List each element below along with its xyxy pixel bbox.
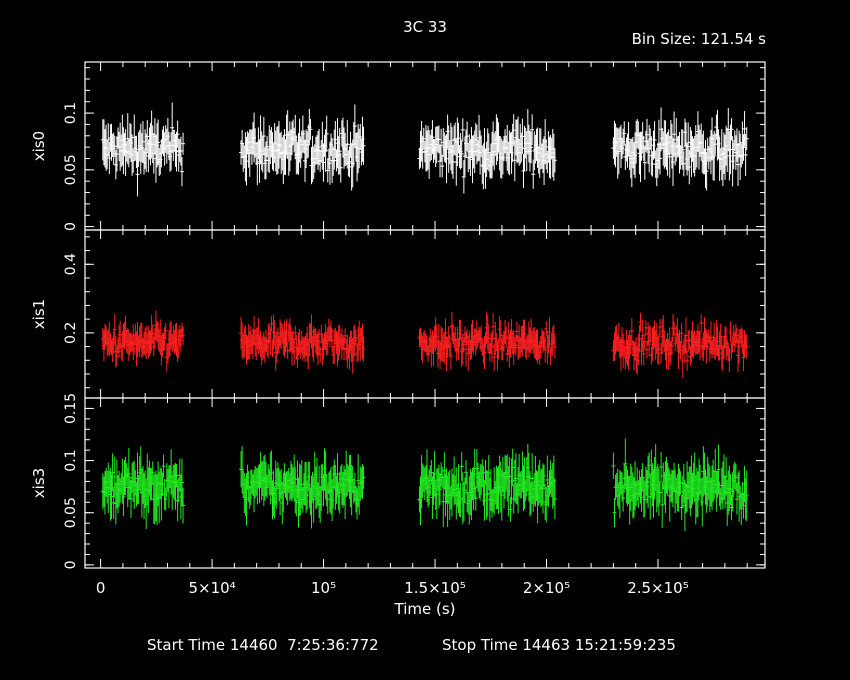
y-axis-label-xis0: xis0	[30, 131, 48, 161]
y-tick-label-xis1: 0.4	[63, 253, 79, 275]
y-tick-label-xis0: 0.1	[63, 102, 79, 124]
x-tick-label: 10⁵	[311, 579, 336, 597]
y-tick-label-xis3: 0.1	[63, 449, 79, 471]
y-tick-label-xis1: 0.2	[63, 322, 79, 344]
x-tick-label: 0	[96, 579, 106, 597]
y-tick-label-xis3: 0	[63, 560, 79, 569]
x-tick-label: 5×10⁴	[188, 579, 235, 597]
panel-frame-xis3	[84, 397, 766, 569]
y-tick-label-xis0: 0.05	[63, 154, 79, 185]
y-tick-label-xis3: 0.05	[63, 497, 79, 528]
x-tick-label: 2×10⁵	[523, 579, 570, 597]
chart-title: 3C 33	[403, 18, 447, 36]
bin-size-label: Bin Size: 121.54 s	[631, 30, 766, 48]
y-tick-label-xis3: 0.15	[63, 393, 79, 424]
y-tick-label-xis0: 0	[63, 222, 79, 231]
x-axis-label: Time (s)	[394, 600, 456, 618]
x-tick-label: 2.5×10⁵	[627, 579, 689, 597]
x-tick-label: 1.5×10⁵	[404, 579, 466, 597]
start-time-label: Start Time 14460 7:25:36:772	[147, 636, 379, 654]
stop-time-label: Stop Time 14463 15:21:59:235	[442, 636, 676, 654]
y-axis-label-xis3: xis3	[30, 468, 48, 498]
y-axis-label-xis1: xis1	[30, 299, 48, 329]
panel-frame-xis1	[84, 229, 766, 399]
